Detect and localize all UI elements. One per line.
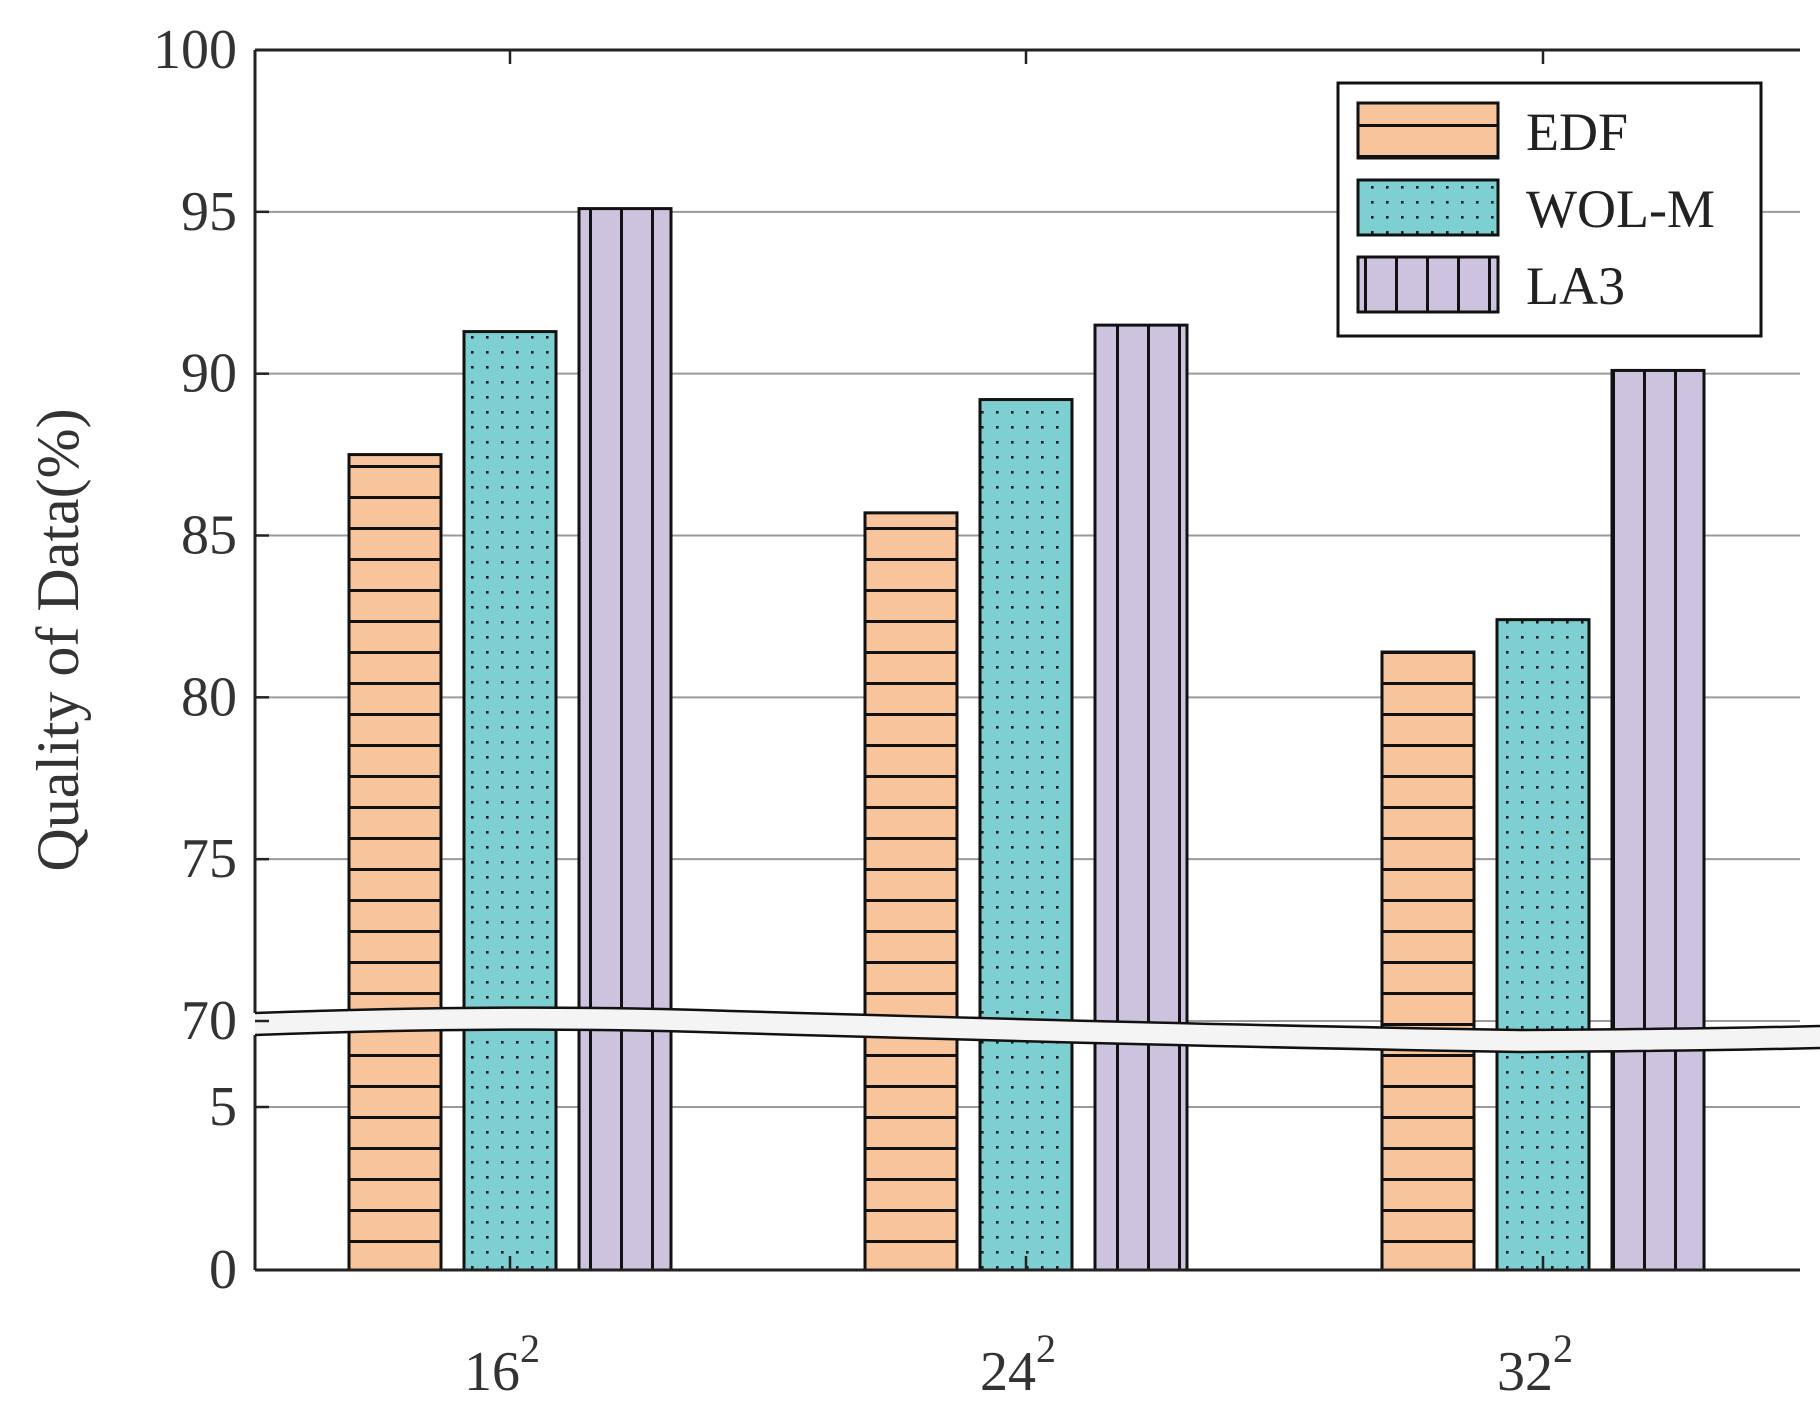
bar-edf-32	[1380, 650, 1476, 1272]
bar-la3-24	[1093, 323, 1189, 1272]
y-ticks: 0 5 70 75 80 85 90 95 100	[153, 19, 269, 1301]
y-tick-label: 80	[181, 666, 237, 728]
axes	[253, 48, 1800, 1272]
x-category-label: 162	[464, 1326, 540, 1403]
bar-la3-32	[1610, 368, 1706, 1272]
legend-swatch-wol-m	[1356, 178, 1500, 237]
bars	[347, 207, 1706, 1272]
axis-break-band	[255, 1007, 1820, 1052]
x-category-base: 16	[464, 1341, 520, 1403]
y-tick-label: 70	[181, 990, 237, 1052]
legend-swatch-edf	[1356, 101, 1500, 160]
y-tick-label: 0	[209, 1239, 237, 1301]
bar-wol-m-24	[978, 398, 1074, 1272]
y-tick-label: 75	[181, 828, 237, 890]
legend-label-edf: EDF	[1526, 102, 1628, 162]
y-tick-label: 90	[181, 343, 237, 405]
bar-la3-16	[577, 207, 673, 1272]
bar-wol-m-32	[1495, 618, 1591, 1272]
y-axis-title: Quality of Data(%)	[25, 408, 91, 871]
axis-break-line-bottom	[254, 1028, 1820, 1054]
legend-label-wol-m: WOL-M	[1526, 179, 1715, 239]
x-category-exponent: 2	[1553, 1326, 1573, 1371]
legend-swatch-la3	[1356, 255, 1500, 314]
y-tick-label: 95	[181, 181, 237, 243]
x-categories: 162 242 322	[464, 1326, 1573, 1403]
bar-wol-m-16	[462, 330, 558, 1272]
bar-edf-24	[863, 511, 959, 1272]
x-category-exponent: 2	[1036, 1326, 1056, 1371]
y-tick-label: 85	[181, 505, 237, 567]
x-category-base: 24	[980, 1341, 1036, 1403]
axis-break	[254, 1006, 1820, 1054]
legend: EDF WOL-M LA3	[1336, 81, 1763, 338]
legend-label-la3: LA3	[1526, 256, 1625, 316]
x-category-label: 242	[980, 1326, 1056, 1403]
axis-break-line-top	[254, 1006, 1820, 1032]
x-category-base: 32	[1497, 1341, 1553, 1403]
y-tick-label: 5	[209, 1076, 237, 1138]
bar-edf-16	[347, 453, 443, 1272]
x-category-label: 322	[1497, 1326, 1573, 1403]
x-category-exponent: 2	[520, 1326, 540, 1371]
y-tick-label: 100	[153, 19, 237, 81]
